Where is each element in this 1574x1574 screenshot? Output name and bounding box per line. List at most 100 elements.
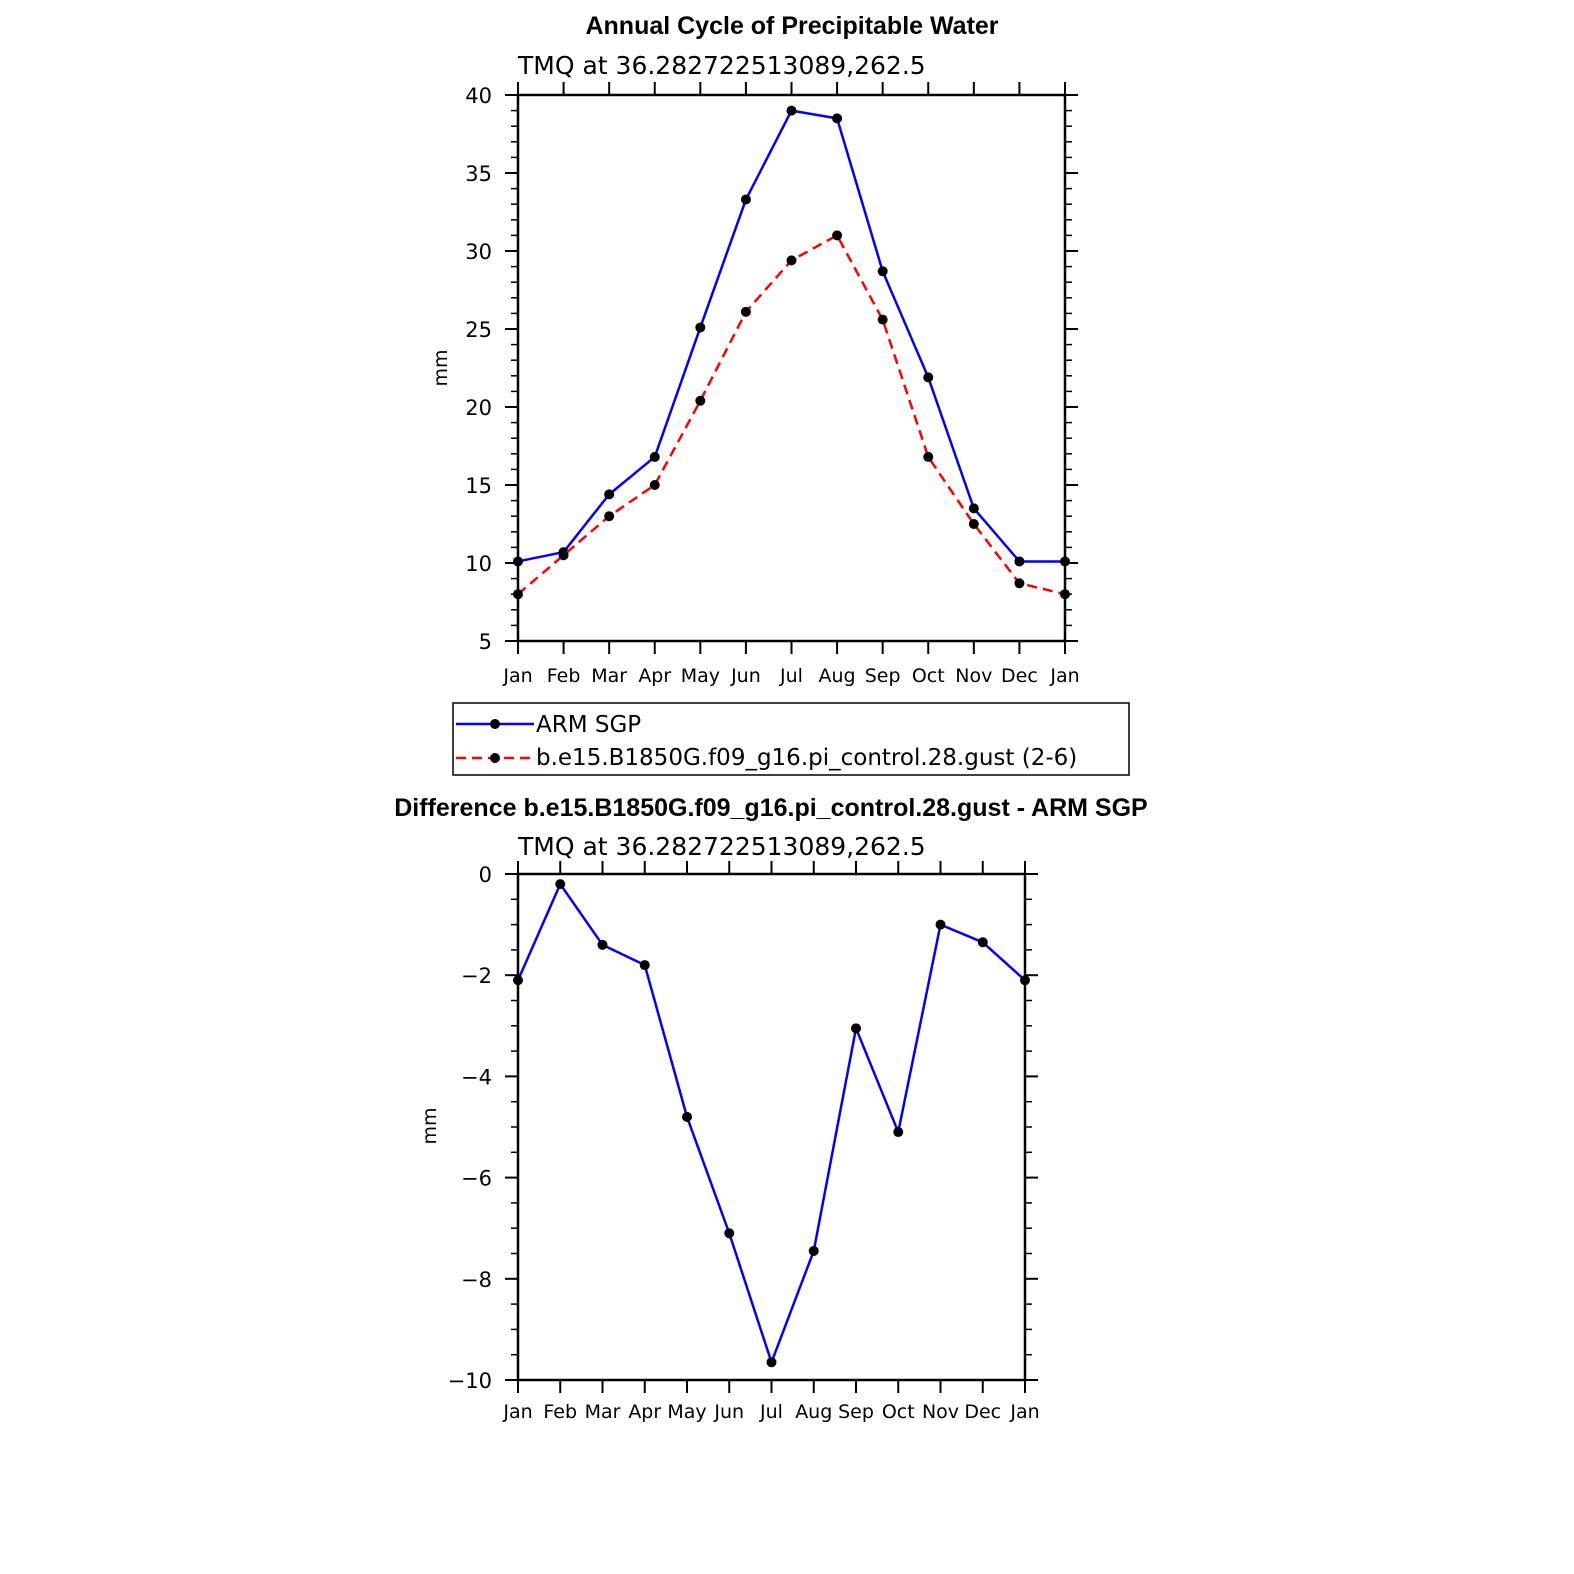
data-point — [968, 519, 979, 529]
series-line-0 — [516, 882, 1026, 1364]
x-tick-label: Nov — [922, 1401, 959, 1423]
x-tick-label: Jul — [759, 1401, 783, 1423]
x-tick-label: Mar — [591, 665, 627, 687]
data-point — [935, 919, 946, 930]
legend-label-model: b.e15.B1850G.f09_g16.pi_control.28.gust … — [536, 745, 1077, 771]
x-tick-label: Nov — [955, 665, 992, 687]
annual-cycle-chart: Annual Cycle of Precipitable Water TMQ a… — [430, 12, 1080, 687]
y-tick-label: 35 — [465, 162, 492, 186]
legend-marker-arm-sgp — [490, 719, 500, 729]
difference-chart: Difference b.e15.B1850G.f09_g16.pi_contr… — [394, 794, 1147, 1423]
data-point — [649, 480, 660, 490]
series-lines — [513, 105, 1070, 600]
data-point — [893, 1127, 904, 1138]
data-point — [1014, 556, 1025, 567]
legend-label-arm-sgp: ARM SGP — [536, 712, 641, 738]
legend-marker-model — [490, 753, 500, 763]
y-tick-label: 10 — [465, 552, 492, 576]
series-line-1 — [517, 234, 1066, 596]
data-point — [977, 937, 988, 948]
y-tick-label: −6 — [461, 1167, 492, 1191]
x-tick-label: Aug — [819, 665, 856, 687]
x-tick-label: Mar — [585, 1401, 621, 1423]
data-point — [923, 451, 934, 462]
plot-frame — [516, 93, 1067, 643]
x-tick-label: Apr — [628, 1401, 661, 1423]
y-axis-label: mm — [430, 349, 452, 386]
difference-axes: Jan Feb Mar Apr May Jun Jul Aug Sep Oct Nov Dec Jan−… — [448, 861, 1040, 1423]
x-tick-label: Jan — [1049, 665, 1079, 687]
y-tick-label: 5 — [479, 630, 492, 654]
difference-series-lines — [513, 879, 1030, 1368]
data-point — [695, 395, 706, 406]
data-point — [513, 589, 523, 600]
data-point — [1020, 975, 1030, 986]
data-point — [786, 255, 797, 266]
series-line-0 — [517, 109, 1065, 563]
data-point — [558, 550, 569, 561]
y-tick-label: 30 — [465, 240, 492, 264]
y-tick-label: 0 — [479, 863, 492, 887]
data-point — [968, 503, 979, 514]
data-point — [639, 960, 650, 971]
x-tick-label: Aug — [795, 1401, 832, 1423]
data-point — [877, 314, 888, 325]
data-point — [808, 1245, 819, 1256]
data-point — [555, 879, 566, 890]
x-tick-label: May — [681, 665, 720, 687]
data-point — [766, 1357, 777, 1368]
data-point — [877, 266, 888, 277]
data-point — [682, 1111, 692, 1122]
data-point — [513, 975, 523, 986]
x-tick-label: Jan — [502, 1401, 532, 1423]
y-tick-label: −2 — [461, 964, 492, 988]
chart-title: Annual Cycle of Precipitable Water — [585, 12, 998, 40]
difference-subtitle: TMQ at 36.282722513089,262.5 — [517, 832, 926, 861]
x-tick-label: Apr — [638, 665, 671, 687]
x-tick-label: Jan — [1009, 1401, 1039, 1423]
x-tick-label: May — [667, 1401, 706, 1423]
y-tick-label: −4 — [461, 1065, 492, 1089]
y-tick-label: 20 — [465, 396, 492, 420]
x-tick-label: Sep — [865, 665, 901, 687]
x-tick-label: Jan — [502, 665, 532, 687]
data-point — [513, 556, 523, 567]
y-tick-label: −8 — [461, 1268, 492, 1292]
data-point — [695, 322, 706, 333]
x-tick-label: Jul — [779, 665, 803, 687]
x-tick-label: Jun — [713, 1401, 744, 1423]
legend: ARM SGP b.e15.B1850G.f09_g16.pi_control.… — [452, 702, 1130, 776]
data-point — [597, 939, 608, 950]
plot-frame — [516, 872, 1027, 1382]
difference-title: Difference b.e15.B1850G.f09_g16.pi_contr… — [394, 794, 1147, 822]
x-tick-label: Dec — [1001, 665, 1038, 687]
data-point — [604, 489, 615, 500]
difference-y-axis-label: mm — [419, 1107, 441, 1144]
data-point — [649, 451, 660, 462]
data-point — [724, 1228, 735, 1239]
x-tick-label: Sep — [838, 1401, 874, 1423]
y-tick-label: 40 — [465, 84, 492, 108]
data-point — [832, 230, 843, 241]
data-point — [1014, 578, 1025, 589]
data-point — [851, 1023, 861, 1034]
x-tick-label: Dec — [964, 1401, 1001, 1423]
x-tick-label: Jun — [730, 665, 761, 687]
chart-subtitle: TMQ at 36.282722513089,262.5 — [517, 51, 926, 80]
data-point — [1060, 556, 1070, 567]
x-tick-label: Oct — [882, 1401, 915, 1423]
y-tick-label: 25 — [465, 318, 492, 342]
legend-box — [452, 702, 1130, 776]
data-point — [923, 372, 934, 383]
y-tick-label: 15 — [465, 474, 492, 498]
data-point — [832, 113, 843, 124]
x-tick-label: Feb — [547, 665, 581, 687]
data-point — [740, 194, 751, 205]
y-tick-label: −10 — [448, 1369, 492, 1393]
axes: Jan Feb Mar Apr May Jun Jul Aug Sep Oct Nov Dec Jan 5… — [465, 82, 1080, 687]
x-tick-label: Feb — [543, 1401, 577, 1423]
data-point — [786, 105, 797, 116]
data-point — [740, 306, 751, 317]
data-point — [1060, 589, 1070, 600]
